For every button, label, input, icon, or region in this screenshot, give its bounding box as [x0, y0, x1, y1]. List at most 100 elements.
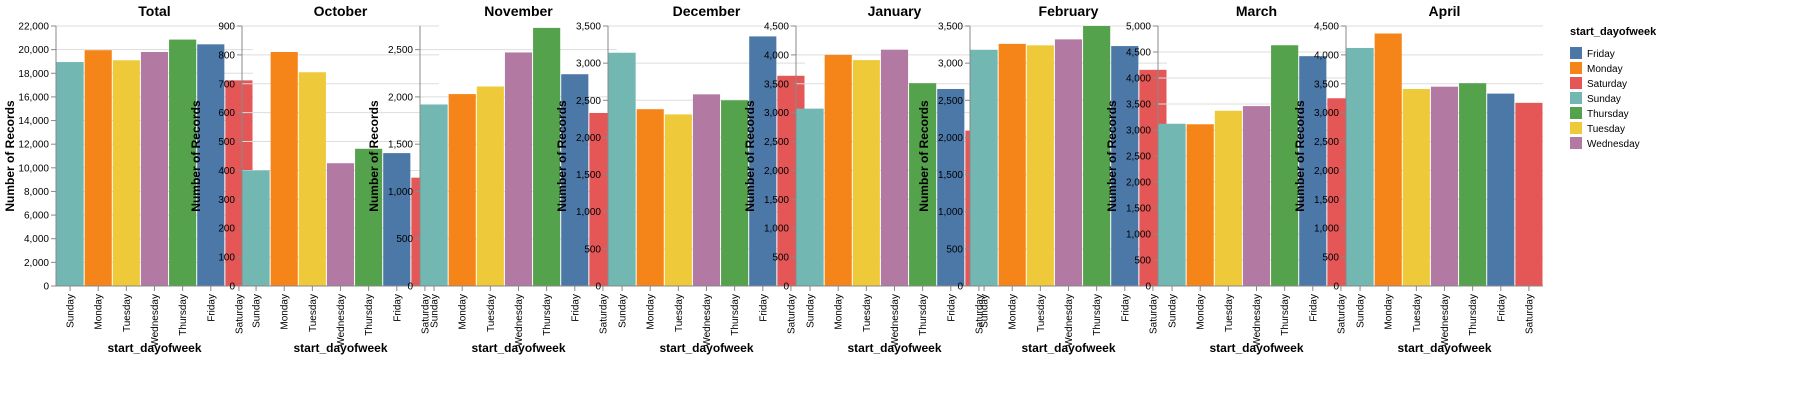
- y-tick-label: 3,500: [938, 22, 963, 33]
- y-tick-label: 500: [218, 137, 235, 148]
- y-tick-label: 200: [218, 224, 235, 235]
- x-tick-label: Wednesday: [1064, 294, 1075, 347]
- y-tick-label: 100: [218, 253, 235, 264]
- chart-title: October: [314, 3, 368, 19]
- y-tick-label: 500: [396, 234, 413, 245]
- y-tick-label: 3,500: [1314, 79, 1339, 90]
- bar-thursday: [909, 83, 937, 286]
- bar-wednesday: [326, 163, 355, 286]
- y-axis-title: Number of Records: [1293, 100, 1307, 212]
- bar-friday: [383, 153, 411, 286]
- x-axis-title: start_dayofweek: [107, 341, 201, 355]
- y-tick-label: 0: [229, 282, 235, 293]
- bar-thursday: [1459, 83, 1487, 286]
- y-tick-label: 4,500: [1314, 22, 1339, 33]
- x-tick-label: Sunday: [980, 294, 991, 328]
- x-tick-label: Wednesday: [514, 294, 525, 347]
- x-tick-label: Tuesday: [122, 294, 133, 332]
- legend-label-sunday: Sunday: [1587, 94, 1621, 105]
- bar-thursday: [169, 39, 197, 286]
- bar-monday: [1374, 33, 1402, 287]
- y-tick-label: 500: [1322, 253, 1339, 264]
- y-tick-label: 3,500: [764, 79, 789, 90]
- x-tick-label: Friday: [206, 294, 217, 322]
- y-tick-label: 3,500: [1126, 100, 1151, 111]
- x-tick-label: Thursday: [1468, 294, 1479, 336]
- bar-friday: [1487, 93, 1515, 286]
- bar-friday: [197, 44, 225, 287]
- y-tick-label: 12,000: [18, 140, 49, 151]
- y-tick-label: 3,000: [764, 108, 789, 119]
- x-tick-label: Saturday: [1148, 294, 1159, 334]
- y-tick-label: 10,000: [18, 163, 49, 174]
- y-tick-label: 1,000: [388, 187, 413, 198]
- y-tick-label: 4,500: [764, 22, 789, 33]
- bar-monday: [998, 43, 1026, 287]
- x-tick-label: Sunday: [1168, 294, 1179, 328]
- x-axis-title: start_dayofweek: [1209, 341, 1303, 355]
- chart-title: Total: [138, 3, 170, 19]
- legend: start_dayofweek Friday Monday Saturday Sunda…: [1570, 26, 1657, 150]
- y-tick-label: 500: [772, 253, 789, 264]
- y-tick-label: 2,500: [1314, 137, 1339, 148]
- x-tick-label: Friday: [1496, 294, 1507, 322]
- y-tick-label: 2,500: [388, 45, 413, 56]
- x-tick-label: Sunday: [618, 294, 629, 328]
- x-axis-title: start_dayofweek: [1397, 341, 1491, 355]
- y-axis-title: Number of Records: [367, 100, 381, 212]
- y-tick-label: 4,000: [1314, 50, 1339, 61]
- x-tick-label: Monday: [1384, 294, 1395, 330]
- legend-label-thursday: Thursday: [1587, 109, 1629, 120]
- y-tick-label: 1,000: [764, 224, 789, 235]
- x-tick-label: Thursday: [918, 294, 929, 336]
- bar-wednesday: [1430, 86, 1459, 287]
- y-axis-title: Number of Records: [555, 100, 569, 212]
- x-tick-label: Sunday: [806, 294, 817, 328]
- bar-tuesday: [1026, 45, 1054, 286]
- bar-sunday: [970, 49, 998, 287]
- bar-tuesday: [1402, 88, 1430, 286]
- x-tick-label: Thursday: [364, 294, 375, 336]
- bar-tuesday: [298, 72, 326, 286]
- bar-monday: [270, 52, 298, 286]
- y-tick-label: 2,000: [764, 166, 789, 177]
- chart-panel-april: 0 500 1,000 1,500 2,000 2,500 3,000 3,500 4,000 4…: [1293, 3, 1543, 355]
- bar-monday: [448, 94, 476, 286]
- bar-saturday: [1515, 102, 1543, 286]
- chart-title: April: [1429, 3, 1461, 19]
- x-tick-label: Sunday: [66, 294, 77, 328]
- y-tick-label: 0: [407, 282, 413, 293]
- y-tick-label: 3,000: [1314, 108, 1339, 119]
- x-axis-title: start_dayofweek: [1021, 341, 1115, 355]
- y-tick-label: 2,000: [938, 133, 963, 144]
- x-tick-label: Wednesday: [890, 294, 901, 347]
- x-tick-label: Sunday: [430, 294, 441, 328]
- y-tick-label: 2,000: [1126, 178, 1151, 189]
- y-tick-label: 600: [218, 108, 235, 119]
- x-tick-label: Saturday: [1524, 294, 1535, 334]
- y-tick-label: 8,000: [24, 187, 49, 198]
- y-tick-label: 2,000: [576, 133, 601, 144]
- bar-wednesday: [140, 52, 169, 286]
- bar-sunday: [1346, 47, 1374, 287]
- x-tick-label: Saturday: [420, 294, 431, 334]
- legend-swatch-saturday: [1570, 77, 1582, 89]
- chart-panel-november: 0 500 1,000 1,500 2,000 2,500 Sunday Monday Tues…: [367, 3, 617, 355]
- x-tick-label: Thursday: [178, 294, 189, 336]
- y-tick-label: 18,000: [18, 69, 49, 80]
- y-tick-label: 300: [218, 195, 235, 206]
- x-tick-label: Saturday: [974, 294, 985, 334]
- x-tick-label: Monday: [280, 294, 291, 330]
- x-tick-label: Saturday: [1336, 294, 1347, 334]
- bar-friday: [937, 88, 965, 286]
- y-axis-title: Number of Records: [3, 100, 17, 212]
- x-tick-label: Saturday: [598, 294, 609, 334]
- x-tick-label: Wednesday: [702, 294, 713, 347]
- x-tick-label: Monday: [94, 294, 105, 330]
- y-tick-label: 4,000: [764, 50, 789, 61]
- x-tick-label: Tuesday: [1224, 294, 1235, 332]
- y-tick-label: 4,000: [1126, 74, 1151, 85]
- bar-thursday: [721, 100, 749, 287]
- bar-friday: [749, 36, 777, 287]
